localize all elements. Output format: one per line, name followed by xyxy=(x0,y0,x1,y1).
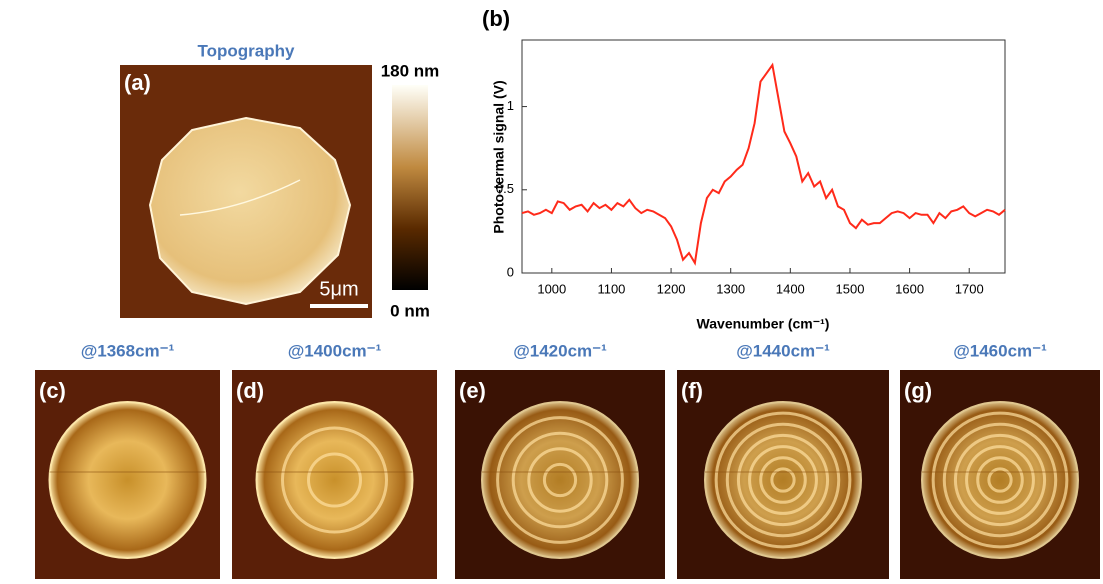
x-tick-label: 1100 xyxy=(597,281,625,296)
x-tick-label: 1300 xyxy=(716,281,745,296)
y-tick-label: 1 xyxy=(507,98,514,113)
scale-bar-label: 5μm xyxy=(319,278,358,300)
x-axis-label: Wavenumber (cm⁻¹) xyxy=(697,316,830,332)
panel-label: (e) xyxy=(459,378,486,403)
panel-label: (d) xyxy=(236,378,264,403)
map-title: @1368cm⁻¹ xyxy=(81,341,175,360)
map-title: @1460cm⁻¹ xyxy=(953,341,1047,360)
y-tick-label: 0.5 xyxy=(496,181,514,196)
map-title: @1400cm⁻¹ xyxy=(288,341,382,360)
x-tick-label: 1400 xyxy=(776,281,805,296)
map-disk xyxy=(482,402,638,558)
panel-label: (g) xyxy=(904,378,932,403)
panel-label: (a) xyxy=(124,70,151,95)
y-tick-label: 0 xyxy=(507,264,514,279)
x-tick-label: 1700 xyxy=(955,281,984,296)
panel-label: (c) xyxy=(39,378,66,403)
y-axis-label: Photo-termal signal (V) xyxy=(491,80,507,233)
plot-frame xyxy=(522,40,1005,273)
colorbar xyxy=(392,85,428,290)
x-tick-label: 1500 xyxy=(836,281,865,296)
colorbar-max: 180 nm xyxy=(381,61,440,80)
figure: Topography (a) 5μm 180 nm 0 nm (b) Waven… xyxy=(0,0,1103,579)
map-disk xyxy=(257,402,413,558)
panel-label: (b) xyxy=(482,6,510,31)
panel-label: (f) xyxy=(681,378,703,403)
map-disk xyxy=(50,402,206,558)
x-tick-label: 1200 xyxy=(657,281,686,296)
map-title: @1440cm⁻¹ xyxy=(736,341,830,360)
x-tick-label: 1600 xyxy=(895,281,924,296)
colorbar-min: 0 nm xyxy=(390,301,430,320)
spectrum-line xyxy=(522,65,1005,263)
map-title: @1420cm⁻¹ xyxy=(513,341,607,360)
panel-title: Topography xyxy=(198,41,295,60)
x-tick-label: 1000 xyxy=(537,281,566,296)
